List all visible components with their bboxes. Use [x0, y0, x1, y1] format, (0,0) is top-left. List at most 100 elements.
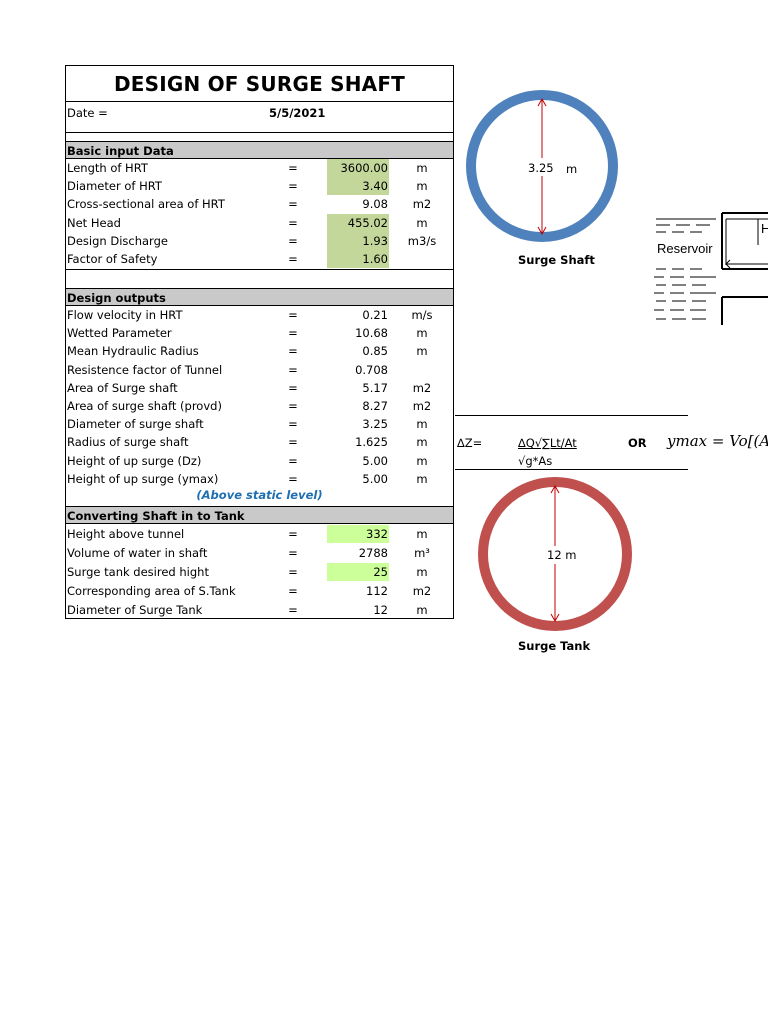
- row-equals: =: [288, 252, 298, 266]
- row-unit: m: [416, 417, 428, 432]
- row-unit: m³: [414, 546, 430, 560]
- row-label: Diameter of HRT: [67, 179, 162, 194]
- row-value: 5.00: [362, 471, 388, 486]
- arrow-down-icon: [550, 613, 560, 623]
- table-row: Height of up surge (ymax) = 5.00 m: [66, 470, 453, 488]
- row-unit: m: [416, 453, 428, 468]
- row-label: Height of up surge (ymax): [67, 471, 219, 486]
- reservoir-label: Reservoir: [657, 241, 713, 256]
- row-equals: =: [288, 417, 298, 432]
- table-row: Mean Hydraulic Radius = 0.85 m: [66, 342, 453, 360]
- surge-shaft-figure: [466, 90, 618, 242]
- row-value: 12: [373, 603, 388, 617]
- row-value: 25: [327, 563, 389, 581]
- row-label: Corresponding area of S.Tank: [67, 584, 236, 598]
- tank-diameter-value: 12 m: [547, 548, 577, 562]
- table-row: Surge tank desired hight = 25 m: [66, 563, 453, 581]
- basic-input-header: Basic input Data: [66, 141, 453, 159]
- surge-tank-ring: [478, 477, 632, 631]
- row-label: Length of HRT: [67, 161, 148, 175]
- row-equals: =: [288, 233, 298, 248]
- row-value: 5.00: [362, 453, 388, 468]
- row-equals: =: [288, 344, 298, 359]
- row-unit: m: [416, 326, 428, 341]
- formula-or: OR: [628, 436, 647, 450]
- divider: [66, 132, 453, 133]
- row-unit: m3/s: [407, 233, 437, 248]
- date-label: Date =: [67, 106, 108, 120]
- row-value: 5.17: [362, 380, 388, 395]
- row-unit: m: [416, 565, 428, 579]
- row-equals: =: [288, 326, 298, 341]
- row-unit: m2: [412, 584, 432, 598]
- table-row: Wetted Parameter = 10.68 m: [66, 324, 453, 342]
- formula-lhs: ∆Z=: [457, 436, 483, 450]
- row-label: Diameter of Surge Tank: [67, 603, 203, 617]
- row-value: 8.27: [362, 399, 388, 413]
- row-value: 455.02: [327, 213, 389, 232]
- row-value: 112: [366, 584, 388, 598]
- row-equals: =: [288, 603, 298, 617]
- row-label: Mean Hydraulic Radius: [67, 344, 199, 359]
- row-unit: m: [416, 603, 428, 617]
- table-row: Diameter of Surge Tank = 12 m: [66, 601, 453, 619]
- arrow-up-icon: [550, 484, 560, 494]
- row-label: Factor of Safety: [67, 252, 158, 266]
- table-row: Corresponding area of S.Tank = 112 m2: [66, 582, 453, 600]
- row-value: 3600.00: [327, 159, 389, 177]
- table-row: Length of HRT = 3600.00 m: [66, 159, 453, 177]
- row-label: Wetted Parameter: [67, 326, 172, 341]
- surge-shaft-ring: [466, 90, 618, 242]
- row-unit: m: [416, 161, 428, 175]
- design-outputs-header: Design outputs: [66, 288, 453, 306]
- row-equals: =: [288, 308, 298, 322]
- row-label: Net Head: [67, 215, 121, 230]
- row-equals: =: [288, 565, 298, 579]
- row-value: 0.21: [362, 308, 388, 322]
- row-unit: m2: [412, 197, 432, 212]
- table-row: Factor of Safety = 1.60: [66, 250, 453, 268]
- date-value: 5/5/2021: [269, 106, 326, 120]
- divider: [66, 269, 453, 270]
- row-label: Design Discharge: [67, 233, 168, 248]
- table-row: Height of up surge (Dz) = 5.00 m: [66, 452, 453, 470]
- above-static-level-note: (Above static level): [196, 488, 323, 502]
- formula-numerator: ∆Q√∑Lt/At: [518, 436, 577, 450]
- formula-denominator: √g*As: [518, 454, 553, 468]
- table-row: Resistence factor of Tunnel = 0.708: [66, 361, 453, 379]
- row-label: Height above tunnel: [67, 527, 185, 541]
- table-row: Diameter of HRT = 3.40 m: [66, 177, 453, 196]
- table-row: Volume of water in shaft = 2788 m³: [66, 544, 453, 562]
- row-value: 9.08: [362, 197, 388, 212]
- row-equals: =: [288, 453, 298, 468]
- row-label: Flow velocity in HRT: [67, 308, 183, 322]
- row-equals: =: [288, 380, 298, 395]
- row-unit: m: [416, 527, 428, 541]
- shaft-diameter-unit: m: [566, 162, 578, 176]
- row-value: 1.625: [355, 435, 388, 450]
- row-equals: =: [288, 399, 298, 413]
- design-sheet: DESIGN OF SURGE SHAFT Date = 5/5/2021 Ba…: [65, 65, 454, 619]
- row-equals: =: [288, 179, 298, 194]
- row-equals: =: [288, 435, 298, 450]
- row-equals: =: [288, 471, 298, 486]
- table-row: Diameter of surge shaft = 3.25 m: [66, 415, 453, 433]
- table-row: Net Head = 455.02 m: [66, 213, 453, 232]
- arrow-up-icon: [537, 97, 547, 107]
- row-label: Cross-sectional area of HRT: [67, 197, 225, 212]
- row-unit: m2: [412, 399, 432, 413]
- row-equals: =: [288, 197, 298, 212]
- row-unit: m: [416, 435, 428, 450]
- table-row: Height above tunnel = 332 m: [66, 525, 453, 543]
- row-value: 332: [327, 525, 389, 543]
- row-equals: =: [288, 215, 298, 230]
- reservoir-sketch: [654, 212, 768, 325]
- row-unit: m2: [412, 380, 432, 395]
- surge-tank-caption: Surge Tank: [518, 639, 591, 653]
- formula-ymax: ymax = Vo[(A/S: [667, 432, 768, 450]
- row-value: 10.68: [355, 326, 388, 341]
- row-value: 3.40: [327, 177, 389, 196]
- shaft-diameter-value: 3.25: [528, 161, 554, 175]
- surge-tank-figure: [478, 477, 632, 631]
- row-unit: m: [416, 471, 428, 486]
